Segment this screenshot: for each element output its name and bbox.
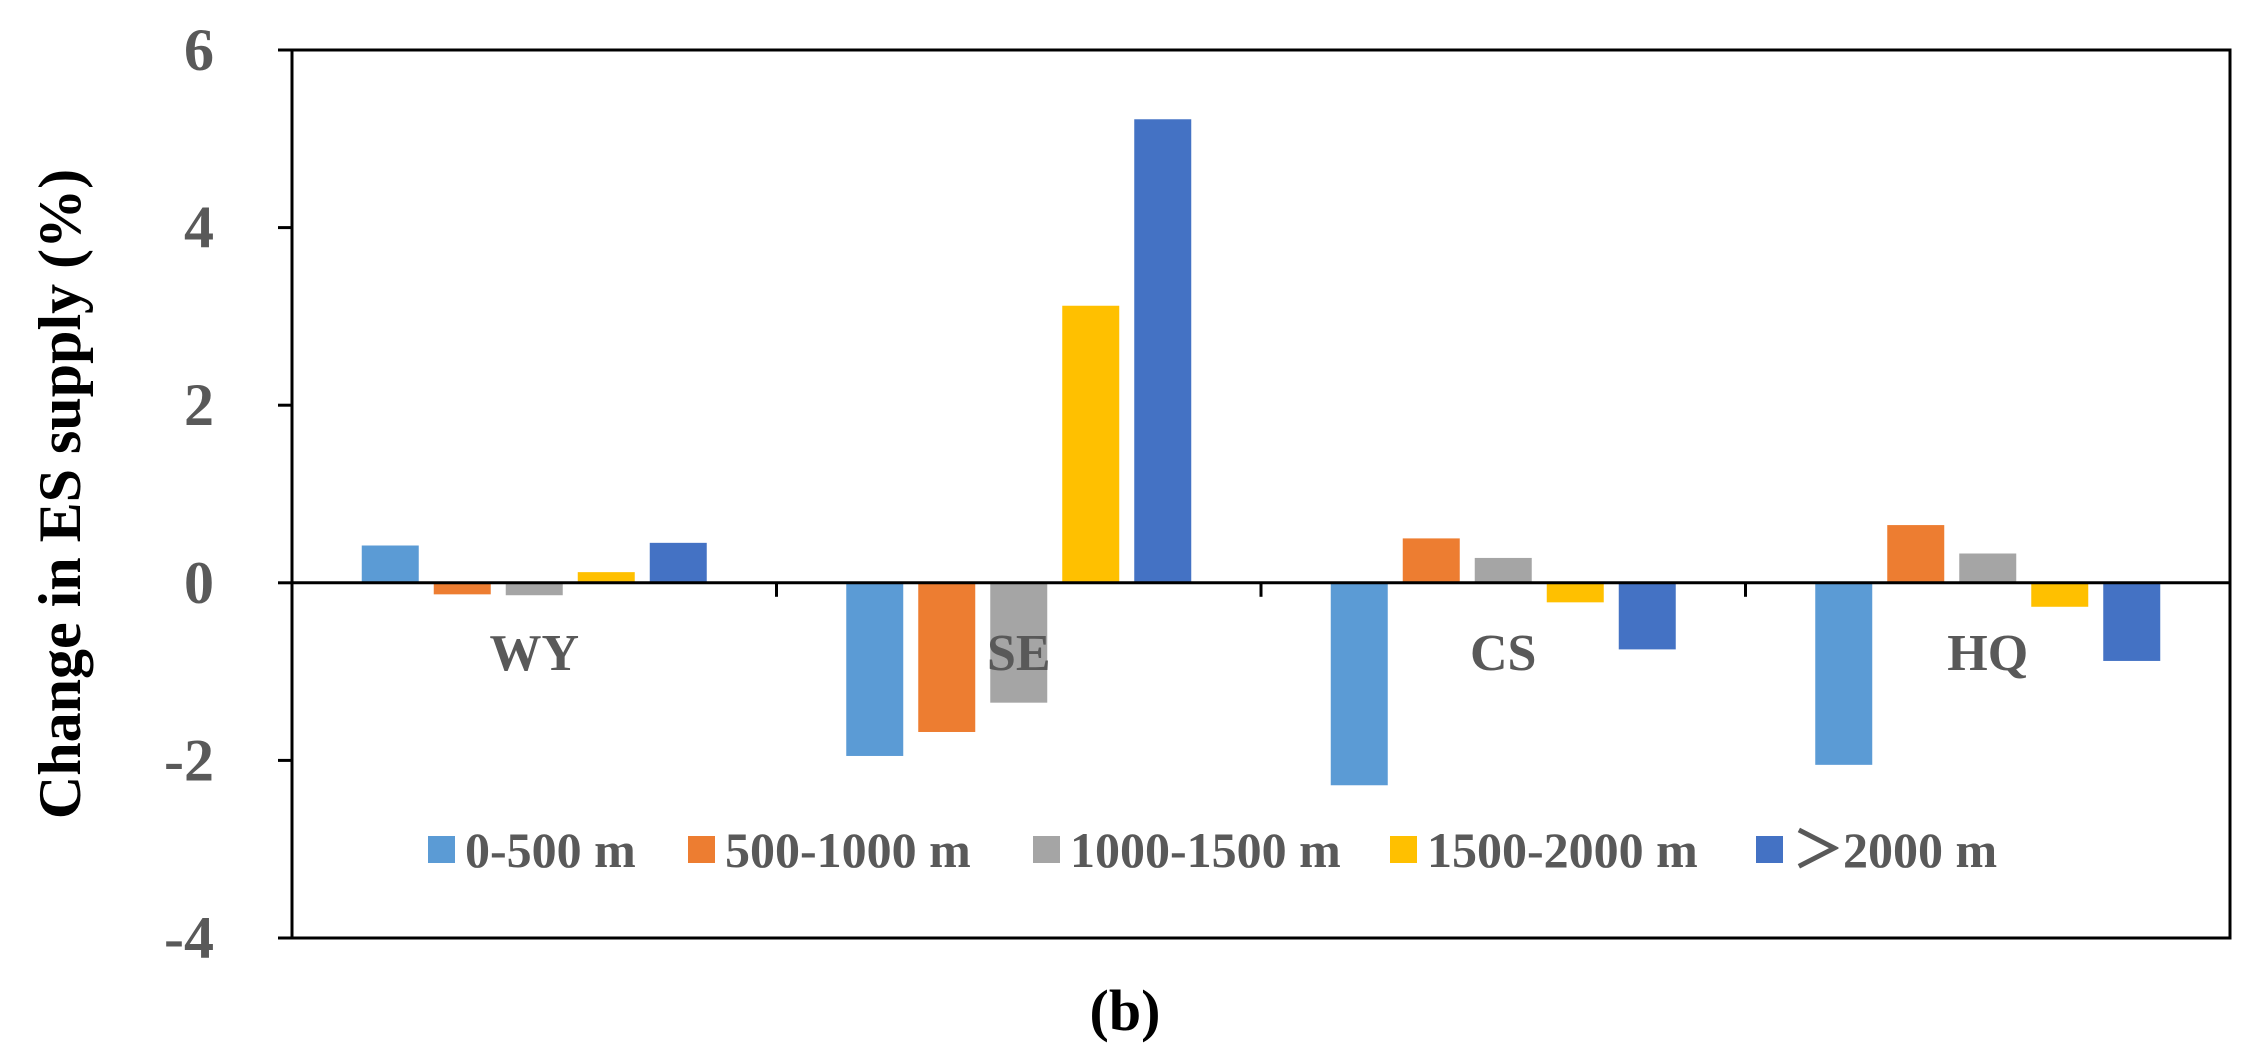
plot-frame [290, 48, 2232, 940]
bar-se-1000-1500-m [990, 582, 1048, 703]
category-label-cs: CS [1470, 625, 1536, 682]
y-tick-label: 2 [184, 372, 214, 438]
y-tick-marks [278, 48, 292, 940]
legend-swatch-1500-2000-m [1390, 836, 1417, 863]
bar-hq-500-1000-m [1887, 525, 1945, 583]
legend-swatch-500-1000-m [688, 836, 715, 863]
category-labels: WY SE CS HQ [489, 625, 2028, 682]
bar-hq-1000-1500-m [1959, 553, 2017, 583]
bar-wy-1500-2000-m [577, 572, 635, 583]
y-axis-label: Change in ES supply (%) [27, 169, 93, 819]
category-label-se: SE [987, 625, 1051, 682]
bar-wy-0-500-m [361, 545, 419, 583]
legend-label-500-1000-m: 500-1000 m [725, 822, 971, 878]
bar-hq-1500-2000-m [2031, 582, 2089, 607]
y-tick-label: 6 [184, 17, 214, 83]
bar-se-500-1000-m [918, 582, 976, 732]
bar-cs-1000-1500-m [1474, 557, 1532, 583]
y-tick-label: -2 [164, 727, 214, 793]
legend: 0-500 m 500-1000 m 1000-1500 m 1500-2000 m ＞… [428, 822, 1997, 878]
bar-se-0-500-m [846, 582, 904, 756]
legend-label-0-500-m: 0-500 m [465, 822, 636, 878]
x-tick-marks [775, 582, 1747, 597]
legend-swatch-1000-1500-m [1033, 836, 1060, 863]
bar-wy-500-1000-m [433, 582, 491, 595]
bar-hq-0-500-m [1815, 582, 1873, 765]
bar-wy-1000-1500-m [505, 582, 563, 596]
category-label-hq: HQ [1947, 625, 2028, 682]
y-tick-label: 0 [184, 550, 214, 616]
legend-label-1500-2000-m: 1500-2000 m [1427, 822, 1698, 878]
bar-cs-0-500-m [1330, 582, 1388, 786]
bar-cs-500-1000-m [1402, 538, 1460, 583]
y-tick-label: -4 [164, 905, 214, 971]
bar-cs-2000-m [1618, 582, 1676, 650]
bar-hq-2000-m [2103, 582, 2161, 661]
bar-se-1500-2000-m [1062, 305, 1120, 583]
y-tick-labels: 6 4 2 0 -2 -4 [164, 17, 214, 971]
bars-group [361, 119, 2161, 786]
bar-wy-2000-m [649, 542, 707, 583]
figure-caption: (b) [1090, 978, 1161, 1043]
legend-swatch-2000-m [1756, 836, 1783, 863]
bar-se-2000-m [1134, 119, 1192, 583]
legend-label-1000-1500-m: 1000-1500 m [1070, 822, 1341, 878]
bar-cs-1500-2000-m [1546, 582, 1604, 603]
y-tick-label: 4 [184, 195, 214, 261]
legend-label-2000-m: ＞2000 m [1793, 822, 1997, 878]
legend-swatch-0-500-m [428, 836, 455, 863]
category-label-wy: WY [489, 625, 579, 682]
